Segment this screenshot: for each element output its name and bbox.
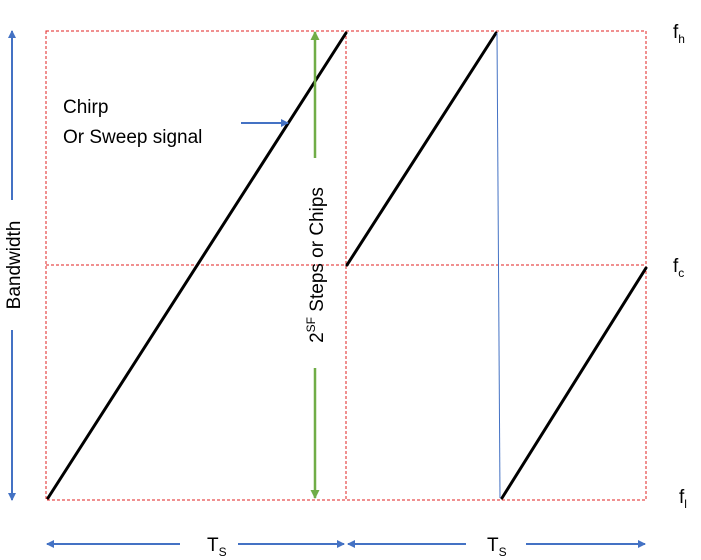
symbol-period-1-base: T bbox=[207, 535, 219, 556]
freq-label-low: fl bbox=[679, 487, 687, 511]
frequency-wrap-line bbox=[496, 32, 501, 499]
symbol-period-label-2: TS bbox=[487, 535, 507, 559]
steps-label-rest: Steps or Chips bbox=[307, 187, 328, 317]
bandwidth-label: Bandwidth bbox=[4, 221, 25, 310]
steps-label: 2SF Steps or Chips bbox=[304, 187, 328, 343]
freq-label-low-base: f bbox=[679, 487, 685, 508]
chirp-signal bbox=[46, 31, 648, 500]
chirp-ramp-2b bbox=[500, 266, 648, 500]
symbol-period-1-sub: S bbox=[219, 545, 227, 559]
freq-label-center-base: f bbox=[673, 256, 679, 277]
freq-label-high: fh bbox=[673, 22, 685, 46]
freq-label-high-base: f bbox=[673, 22, 679, 43]
symbol-period-2-base: T bbox=[487, 535, 499, 556]
steps-label-superscript: SF bbox=[304, 317, 318, 332]
chirp-label-line2: Or Sweep signal bbox=[63, 127, 202, 148]
steps-label-base: 2 bbox=[307, 332, 328, 343]
freq-label-center-sub: c bbox=[678, 266, 684, 280]
freq-label-center: fc bbox=[673, 256, 684, 280]
symbol-period-label-1: TS bbox=[207, 535, 227, 559]
symbol-period-2-sub: S bbox=[499, 545, 507, 559]
chirp-ramp-1 bbox=[46, 31, 348, 500]
chirp-ramp-2a bbox=[345, 31, 498, 267]
freq-label-high-sub: h bbox=[678, 32, 685, 46]
chirp-label-line1: Chirp bbox=[63, 97, 108, 118]
freq-label-low-sub: l bbox=[684, 497, 687, 511]
